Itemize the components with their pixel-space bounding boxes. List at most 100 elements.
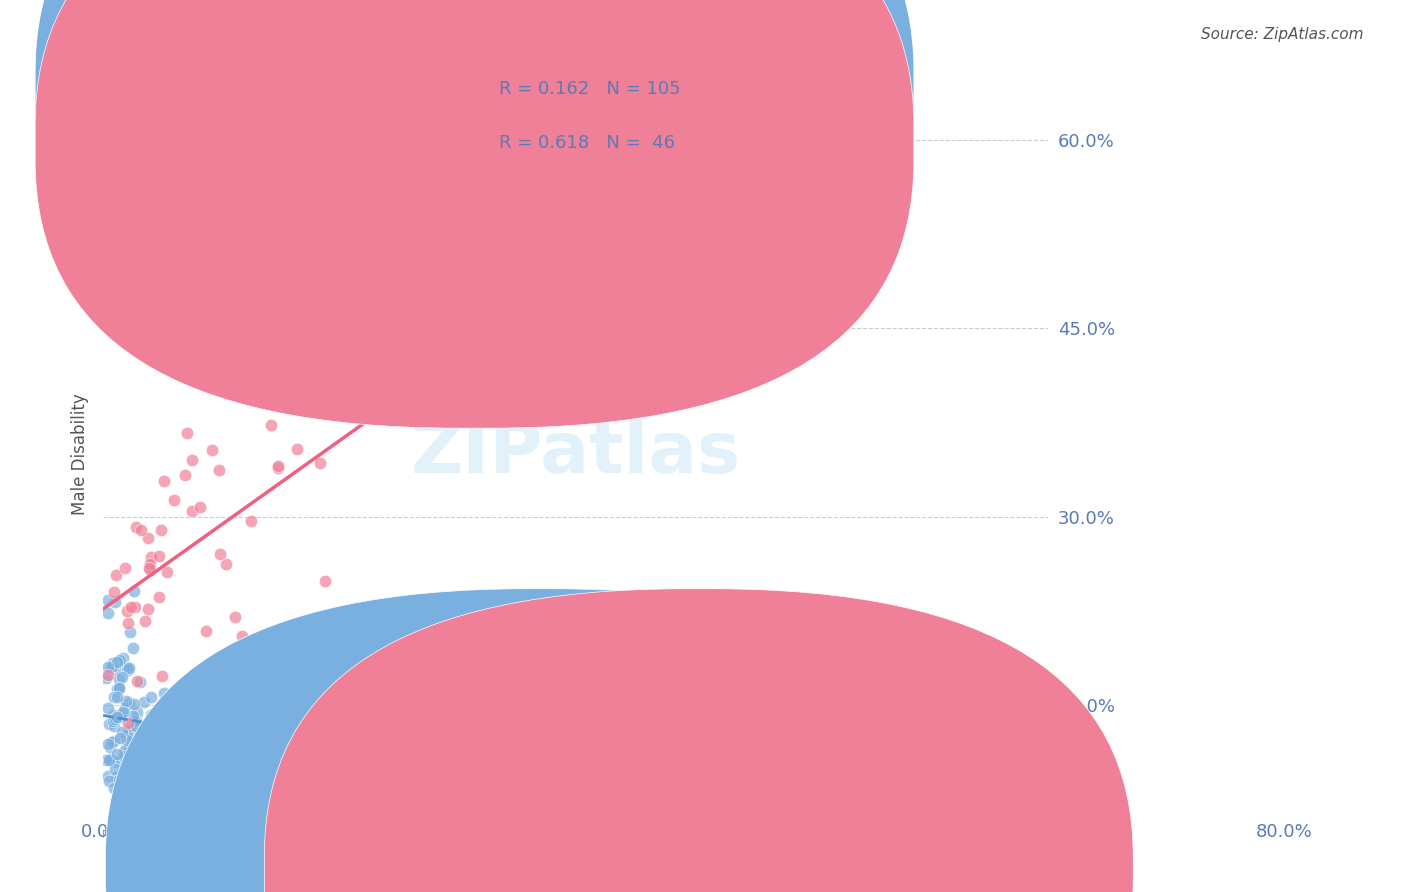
Point bbox=[121, 747, 143, 761]
Point bbox=[103, 595, 125, 609]
Point bbox=[152, 686, 174, 700]
Point bbox=[139, 744, 162, 758]
Point bbox=[97, 606, 120, 620]
Point bbox=[104, 762, 127, 776]
Point bbox=[114, 743, 136, 757]
Point bbox=[101, 657, 124, 671]
Point bbox=[174, 467, 197, 482]
Point bbox=[138, 561, 160, 575]
Point bbox=[128, 726, 150, 740]
Point bbox=[132, 695, 155, 709]
Point bbox=[118, 723, 141, 738]
Point bbox=[94, 753, 117, 767]
Text: 80.0%: 80.0% bbox=[1256, 822, 1313, 840]
Point bbox=[125, 520, 148, 534]
Text: Source: ZipAtlas.com: Source: ZipAtlas.com bbox=[1201, 27, 1364, 42]
Point bbox=[118, 763, 141, 777]
Point bbox=[121, 747, 143, 761]
Point bbox=[117, 660, 139, 674]
Point bbox=[314, 574, 336, 589]
Point bbox=[121, 751, 143, 765]
Point bbox=[112, 747, 135, 762]
Point bbox=[139, 749, 162, 764]
Point bbox=[97, 660, 120, 674]
Point bbox=[98, 774, 121, 789]
Point bbox=[111, 724, 134, 739]
Point bbox=[134, 728, 156, 742]
Point bbox=[108, 681, 131, 696]
Point bbox=[108, 654, 131, 668]
Point bbox=[165, 720, 187, 734]
Point bbox=[104, 712, 127, 726]
Point bbox=[142, 721, 165, 735]
Point bbox=[149, 746, 172, 760]
Text: R = 0.618   N =  46: R = 0.618 N = 46 bbox=[499, 134, 675, 152]
Point bbox=[105, 655, 128, 669]
Point bbox=[104, 662, 127, 676]
Point bbox=[148, 590, 170, 604]
Point bbox=[105, 709, 128, 723]
Point bbox=[124, 599, 146, 614]
Point bbox=[98, 716, 121, 731]
Point bbox=[207, 463, 229, 477]
Point bbox=[139, 557, 162, 571]
Point bbox=[153, 474, 176, 488]
Point bbox=[103, 584, 125, 599]
Point bbox=[118, 740, 141, 755]
Point bbox=[114, 560, 136, 574]
Point bbox=[105, 755, 128, 769]
Point bbox=[180, 504, 202, 518]
Point bbox=[122, 640, 145, 655]
Point bbox=[100, 659, 122, 673]
Point bbox=[139, 549, 162, 564]
Point bbox=[124, 731, 146, 745]
Point bbox=[115, 733, 138, 747]
Point bbox=[231, 628, 253, 642]
Point bbox=[125, 705, 148, 719]
Point bbox=[128, 772, 150, 786]
Point bbox=[122, 584, 145, 599]
Point bbox=[150, 523, 173, 537]
Point bbox=[97, 701, 120, 715]
Point bbox=[114, 729, 136, 743]
Point bbox=[120, 731, 142, 746]
Point bbox=[108, 672, 131, 686]
Point bbox=[105, 747, 128, 761]
Point bbox=[94, 671, 117, 685]
Point bbox=[129, 765, 152, 780]
Point bbox=[111, 670, 134, 684]
Text: □  Iraqis: □ Iraqis bbox=[534, 856, 606, 874]
Point bbox=[124, 714, 146, 729]
Point bbox=[101, 708, 124, 723]
Point bbox=[115, 604, 138, 618]
Point bbox=[124, 749, 146, 764]
Point bbox=[111, 705, 134, 719]
Point bbox=[120, 599, 142, 614]
Point bbox=[103, 690, 125, 705]
Point bbox=[125, 756, 148, 770]
Point bbox=[108, 681, 131, 695]
Point bbox=[105, 710, 128, 724]
Point bbox=[148, 549, 170, 564]
Point bbox=[103, 719, 125, 733]
Text: 0.0%: 0.0% bbox=[80, 822, 125, 840]
Point bbox=[127, 673, 149, 688]
Point bbox=[104, 567, 127, 582]
Point bbox=[117, 716, 139, 731]
Point bbox=[122, 714, 145, 729]
Point bbox=[97, 737, 120, 751]
Text: R = 0.162   N = 105: R = 0.162 N = 105 bbox=[499, 80, 681, 98]
Text: IRAQI VS ROMANIAN MALE DISABILITY CORRELATION CHART: IRAQI VS ROMANIAN MALE DISABILITY CORREL… bbox=[42, 27, 668, 46]
Point bbox=[104, 770, 127, 784]
Point bbox=[124, 697, 146, 711]
Point bbox=[139, 563, 162, 577]
Point bbox=[122, 709, 145, 723]
Point bbox=[194, 624, 217, 639]
Point bbox=[260, 418, 283, 433]
Text: ZIPatlas: ZIPatlas bbox=[411, 419, 741, 488]
Point bbox=[247, 386, 270, 401]
Point bbox=[103, 755, 125, 769]
Point bbox=[98, 739, 121, 754]
Point bbox=[156, 566, 179, 580]
Point bbox=[150, 668, 173, 682]
